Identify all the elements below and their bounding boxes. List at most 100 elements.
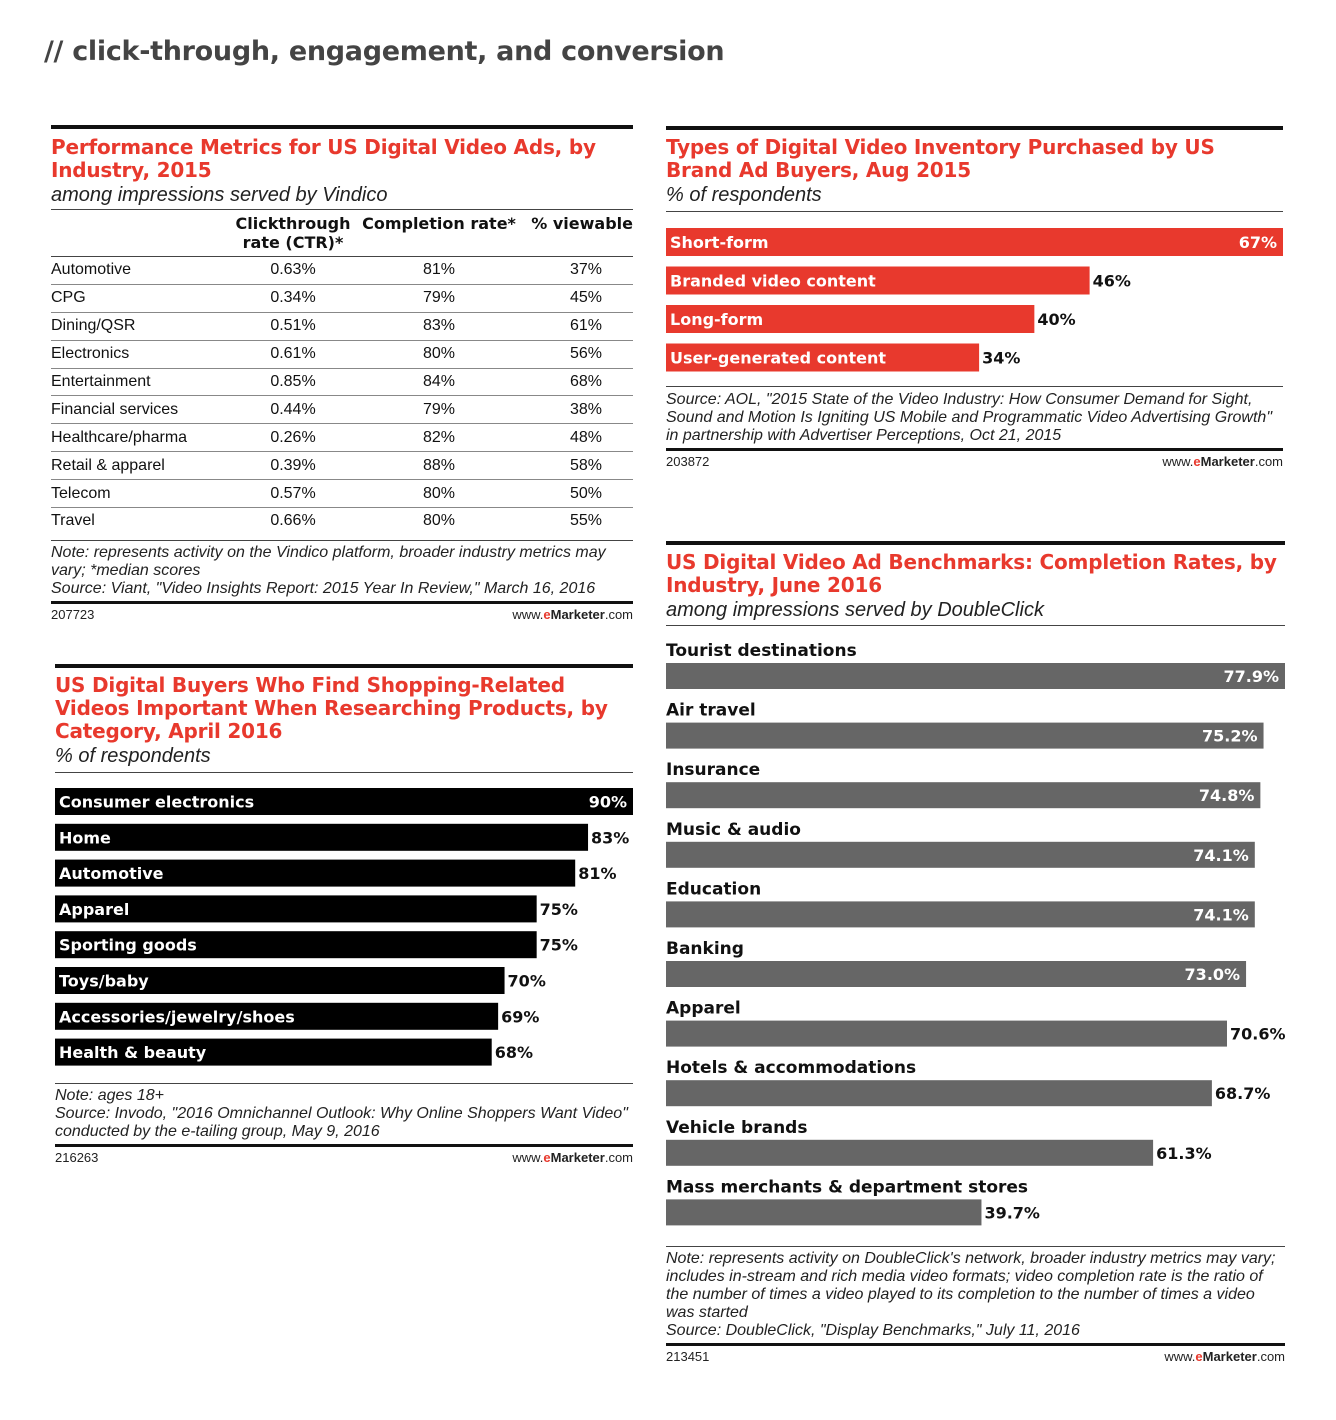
chart-id: 203872 [666,454,710,469]
industry-cell: Telecom [51,484,111,502]
viewable-cell: 61% [569,317,603,335]
completion-rates-panel: US Digital Video Ad Benchmarks: Completi… [666,541,1286,1364]
bar-value-label: 68.7% [1215,1084,1271,1103]
bar [55,823,589,851]
viewable-cell: 38% [569,400,603,418]
viewable-cell: 68% [569,373,603,390]
bar [666,722,1264,749]
ctr-cell: 0.39% [270,456,316,474]
ctr-cell: 0.57% [270,484,316,502]
chart-note: Note: ages 18+ [55,1087,164,1104]
industry-cell: Dining/QSR [51,317,136,335]
completion-cell: 82% [422,428,456,446]
bar-category-label: Hotels & accommodations [666,1058,916,1078]
header-divider [55,772,633,773]
bar-category-label: Accessories/jewelry/shoes [59,1007,295,1026]
header-divider [666,211,1283,212]
table-bottom-divider [51,539,633,541]
chart-bottom-divider [666,386,1283,387]
brand-link[interactable]: www.eMarketer.com [512,1150,633,1165]
ctr-cell: 0.85% [270,373,316,390]
bar-category-label: Home [59,828,111,847]
panel-title: US Digital Video Ad Benchmarks: Completi… [666,550,1277,597]
brand-link[interactable]: www.eMarketer.com [1162,454,1283,469]
viewable-cell: 45% [569,289,603,307]
ctr-cell: 0.26% [270,428,316,446]
bar-value-label: 39.7% [984,1203,1040,1222]
bar-value-label: 74.8% [1199,786,1255,805]
brand-link[interactable]: www.eMarketer.com [512,606,633,622]
industry-cell: CPG [51,289,86,307]
industry-cell: Financial services [51,400,179,418]
bar [55,859,576,887]
footer-divider [51,600,633,604]
ctr-cell: 0.66% [270,512,316,530]
industry-cell: Travel [51,512,95,530]
column-header-viewable: % viewable [531,214,633,233]
bar [55,1038,492,1066]
table-note: Note: represents activity on the Vindico… [51,543,606,579]
footer: 207723 www.eMarketer.com [51,607,633,622]
industry-cell: Healthcare/pharma [51,428,188,446]
industry-cell: Entertainment [51,373,151,390]
completion-cell: 80% [422,484,456,502]
bar-value-label: 73.0% [1185,965,1241,984]
viewable-cell: 58% [569,456,603,474]
bar-value-label: 40% [1037,310,1075,329]
bar [666,841,1255,868]
table-row: CPG 0.34% 79% 45% [51,283,633,312]
bar-value-label: 74.1% [1193,905,1249,924]
footer-divider [666,1343,1285,1346]
bar-value-label: 83% [591,828,629,847]
industry-cell: Retail & apparel [51,456,165,474]
ctr-cell: 0.34% [270,289,316,307]
viewable-cell: 50% [569,484,603,502]
bar [666,663,1285,689]
bar [666,305,1035,333]
bar-category-label: Long-form [670,310,763,329]
bar-value-label: 75% [540,900,578,919]
bar-category-label: Consumer electronics [59,793,254,812]
bar-value-label: 69% [501,1007,539,1026]
bar-value-label: 77.9% [1223,667,1279,686]
bar-value-label: 68% [495,1043,533,1062]
table-row: Travel 0.66% 80% 55% [51,507,633,535]
inventory-bar-chart: Short-form 67% Branded video content 46% Lon… [666,228,1283,372]
column-header-ctr: Clickthrough rate (CTR)* [235,214,351,252]
header-divider [51,209,633,210]
bar-category-label: Education [666,879,761,899]
table-row: Entertainment 0.85% 84% 68% [51,367,633,396]
viewable-cell: 37% [569,261,603,279]
bar-value-label: 70% [508,972,546,991]
chart-id: 207723 [51,606,95,622]
completion-cell: 83% [422,317,456,335]
table-row: Healthcare/pharma 0.26% 82% 48% [51,423,633,451]
viewable-cell: 56% [569,345,603,363]
table-row: Dining/QSR 0.51% 83% 61% [51,311,633,340]
footer: 213451 www.eMarketer.com [666,1349,1285,1364]
table-body: Automotive 0.63% 81% 37% CPG 0.34% 79% 45% Dinin… [51,256,633,535]
table-row: Retail & apparel 0.39% 88% 58% [51,451,633,479]
panel-title: Types of Digital Video Inventory Purchas… [666,135,1215,182]
ctr-cell: 0.44% [270,400,316,418]
table-header: Clickthrough rate (CTR)* Completion rate… [51,210,634,256]
chart-source: Source: AOL, "2015 State of the Video In… [666,391,1272,444]
table-row: Financial services 0.44% 79% 38% [51,395,633,423]
panel-subtitle: % of respondents [666,184,822,206]
bar-category-label: Apparel [666,999,741,1019]
industry-cell: Electronics [51,345,130,363]
footer-divider [666,448,1283,451]
bar-category-label: Sporting goods [59,936,197,955]
chart-id: 216263 [55,1150,99,1165]
viewable-cell: 55% [569,512,603,530]
bar-value-label: 90% [589,793,627,812]
bar [666,343,980,372]
footer: 216263 www.eMarketer.com [55,1150,633,1165]
chart-source: Source: Invodo, "2016 Omnichannel Outloo… [55,1105,628,1140]
bar-category-label: Vehicle brands [666,1118,807,1138]
bar-category-label: User-generated content [670,349,886,368]
brand-link[interactable]: www.eMarketer.com [1164,1349,1285,1364]
bar-category-label: Short-form [670,233,769,252]
bar-value-label: 75.2% [1202,727,1258,746]
chart-bottom-divider [666,1246,1285,1247]
